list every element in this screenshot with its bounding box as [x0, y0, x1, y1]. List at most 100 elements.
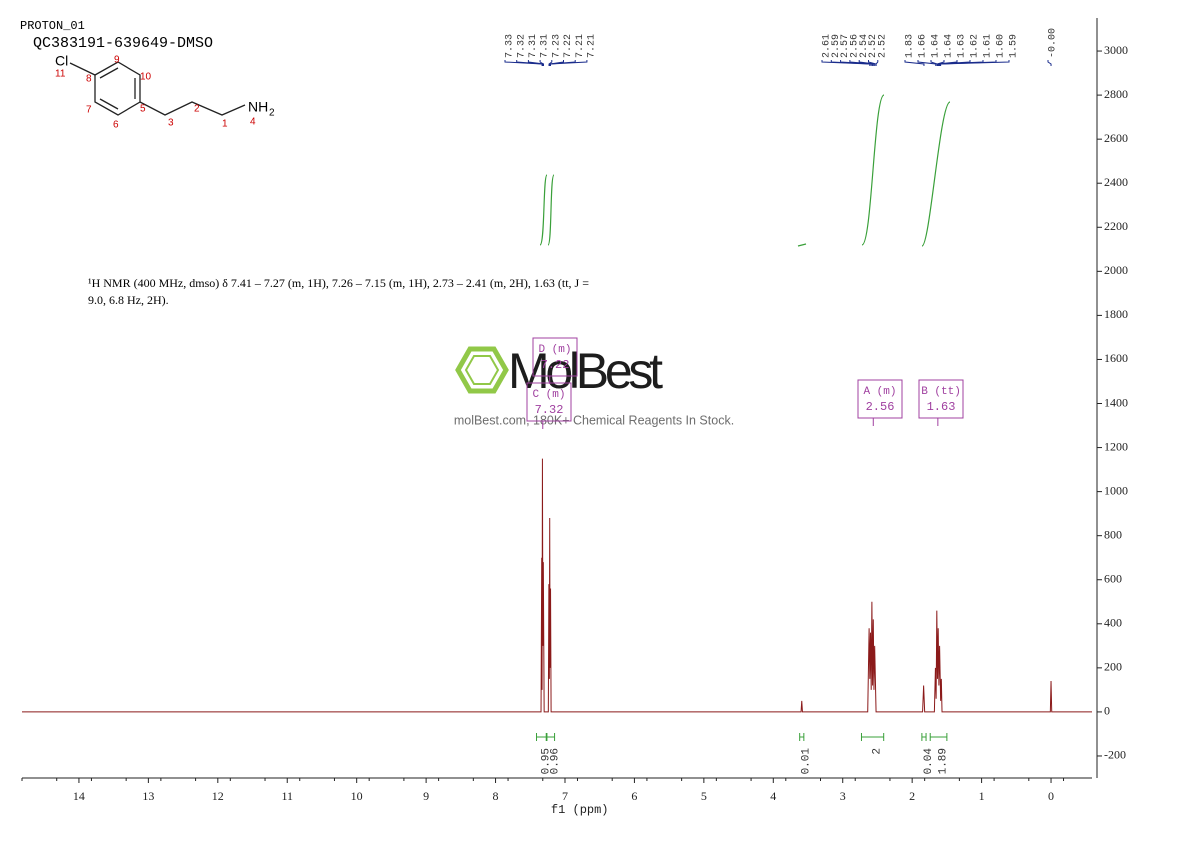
y-tick-label: 800	[1104, 527, 1122, 541]
multiplet-label: D (m)	[538, 344, 571, 356]
integral-value: 2	[871, 748, 883, 755]
peak-connector	[539, 60, 544, 66]
peak-connector	[917, 60, 937, 66]
peak-label: 7.31	[528, 34, 539, 58]
atom-subscript: 2	[269, 108, 275, 119]
y-tick-label: 1600	[1104, 351, 1128, 365]
x-tick-label: 6	[631, 789, 637, 803]
peak-label: 7.21	[587, 34, 598, 58]
multiplet-label: B (tt)	[921, 386, 961, 398]
integral-value: 0.04	[923, 748, 935, 775]
y-tick-label: 0	[1104, 704, 1110, 718]
integral-value: 0.95	[540, 748, 552, 774]
watermark-tagline: molBest.com, 180K+ Chemical Reagents In …	[454, 413, 734, 427]
y-tick-label: 2400	[1104, 175, 1128, 189]
peak-label: 1.63	[957, 34, 968, 58]
atom-number: 4	[250, 117, 256, 128]
atom: Cl	[55, 53, 68, 69]
peak-label: 2.52	[877, 34, 888, 58]
y-tick-label: 2600	[1104, 131, 1128, 145]
integral-bracket	[546, 733, 556, 741]
peak-connector	[875, 60, 879, 66]
peak-connector	[936, 60, 945, 66]
x-tick-label: 10	[351, 789, 363, 803]
atom-number: 9	[114, 55, 120, 66]
integral-bracket	[860, 733, 885, 741]
peak-label: 7.23	[551, 34, 562, 58]
peak-label: 7.22	[563, 34, 574, 58]
peak-label: 7.33	[505, 34, 516, 58]
integral-bracket	[536, 733, 547, 741]
multiplet-shift: 1.63	[927, 400, 956, 414]
peak-connector	[849, 60, 874, 66]
integral-bracket	[921, 733, 927, 741]
peak-connector	[904, 60, 925, 66]
multiplet-shift: 2.56	[866, 400, 895, 414]
plot: 14 13 12 11 10 9 8 7 6 5 4 3 2 1 0-2000200400600800100…	[21, 18, 1128, 817]
watermark: MolBest molBest.com, 180K+ Chemical Reag…	[454, 343, 734, 427]
atom-number: 7	[86, 105, 92, 116]
atom-number: 8	[86, 74, 92, 85]
multiplet-box	[532, 337, 578, 377]
peak-label: 2.54	[859, 34, 870, 58]
atom-number: 10	[140, 72, 152, 83]
peak-label: 7.31	[540, 34, 551, 58]
atom: NH	[248, 99, 268, 115]
y-tick-label: 600	[1104, 571, 1122, 585]
x-tick-label: 0	[1048, 789, 1054, 803]
x-tick-label: 14	[73, 789, 85, 803]
peak-label: 2.57	[840, 34, 851, 58]
sample: QC383191-639649-DMSO	[33, 35, 213, 52]
integral-value: 0.96	[550, 748, 562, 774]
peak-label: 7.21	[575, 34, 586, 58]
x-tick-label: 12	[212, 789, 224, 803]
y-tick-label: -200	[1104, 748, 1126, 762]
structure-bonds	[69, 61, 246, 116]
multiplet-label: A (m)	[863, 386, 896, 398]
peak-label: 1.64	[931, 34, 942, 58]
y-tick-label: 1000	[1104, 483, 1128, 497]
peak-connector	[940, 60, 1010, 66]
y-tick-label: 3000	[1104, 43, 1128, 57]
x-tick-label: 2	[909, 789, 915, 803]
peak-label: 1.59	[1009, 34, 1020, 58]
x-tick-label: 1	[979, 789, 985, 803]
peak-connector	[1047, 60, 1052, 66]
peak-label: 1.83	[905, 34, 916, 58]
y-tick-label: 2000	[1104, 263, 1128, 277]
peak-label: 1.61	[983, 34, 994, 58]
peak-label: 1.64	[944, 34, 955, 58]
y-tick-label: 1400	[1104, 395, 1128, 409]
multiplet-shift: 7.32	[535, 403, 564, 417]
x-tick-label: 7	[562, 789, 568, 803]
atom-number: 3	[168, 118, 174, 129]
x-tick-label: 4	[770, 789, 776, 803]
structure-labels: Cl 11 8 9 10 7 5 6 3 2 1 NH 2 4	[55, 53, 275, 131]
peak-label: 1.66	[918, 34, 929, 58]
peak-connector	[549, 60, 588, 66]
y-tick-label: 2800	[1104, 87, 1128, 101]
multiplet-box	[857, 379, 903, 419]
peak-label: 2.52	[868, 34, 879, 58]
y-tick-label: 2200	[1104, 219, 1128, 233]
atom-number: 1	[222, 119, 228, 130]
multiplet-shift: 7.22	[541, 358, 570, 372]
peak-connector	[516, 60, 544, 66]
integral-value: 1.89	[937, 748, 949, 774]
x-axis-label: f1 (ppm)	[551, 803, 609, 817]
multiplet-label: C (m)	[532, 389, 565, 401]
nmr-description: ¹H NMR (400 MHz, dmso) δ 7.41 – 7.27 (m,…	[88, 276, 589, 290]
x-tick-label: 11	[281, 789, 293, 803]
y-tick-label: 200	[1104, 660, 1122, 674]
y-tick-label: 400	[1104, 616, 1122, 630]
peak-label: 7.32	[516, 34, 527, 58]
spectrum-line	[22, 458, 1092, 713]
multiplet-box	[526, 382, 572, 422]
integral-value: 0.01	[801, 748, 813, 775]
x-tick-label: 3	[840, 789, 846, 803]
peak-label: -0.00	[1048, 28, 1059, 58]
peak-label: 2.59	[831, 34, 842, 58]
atom-number: 6	[113, 120, 119, 131]
x-tick-label: 9	[423, 789, 429, 803]
peak-label: 2.61	[822, 34, 833, 58]
